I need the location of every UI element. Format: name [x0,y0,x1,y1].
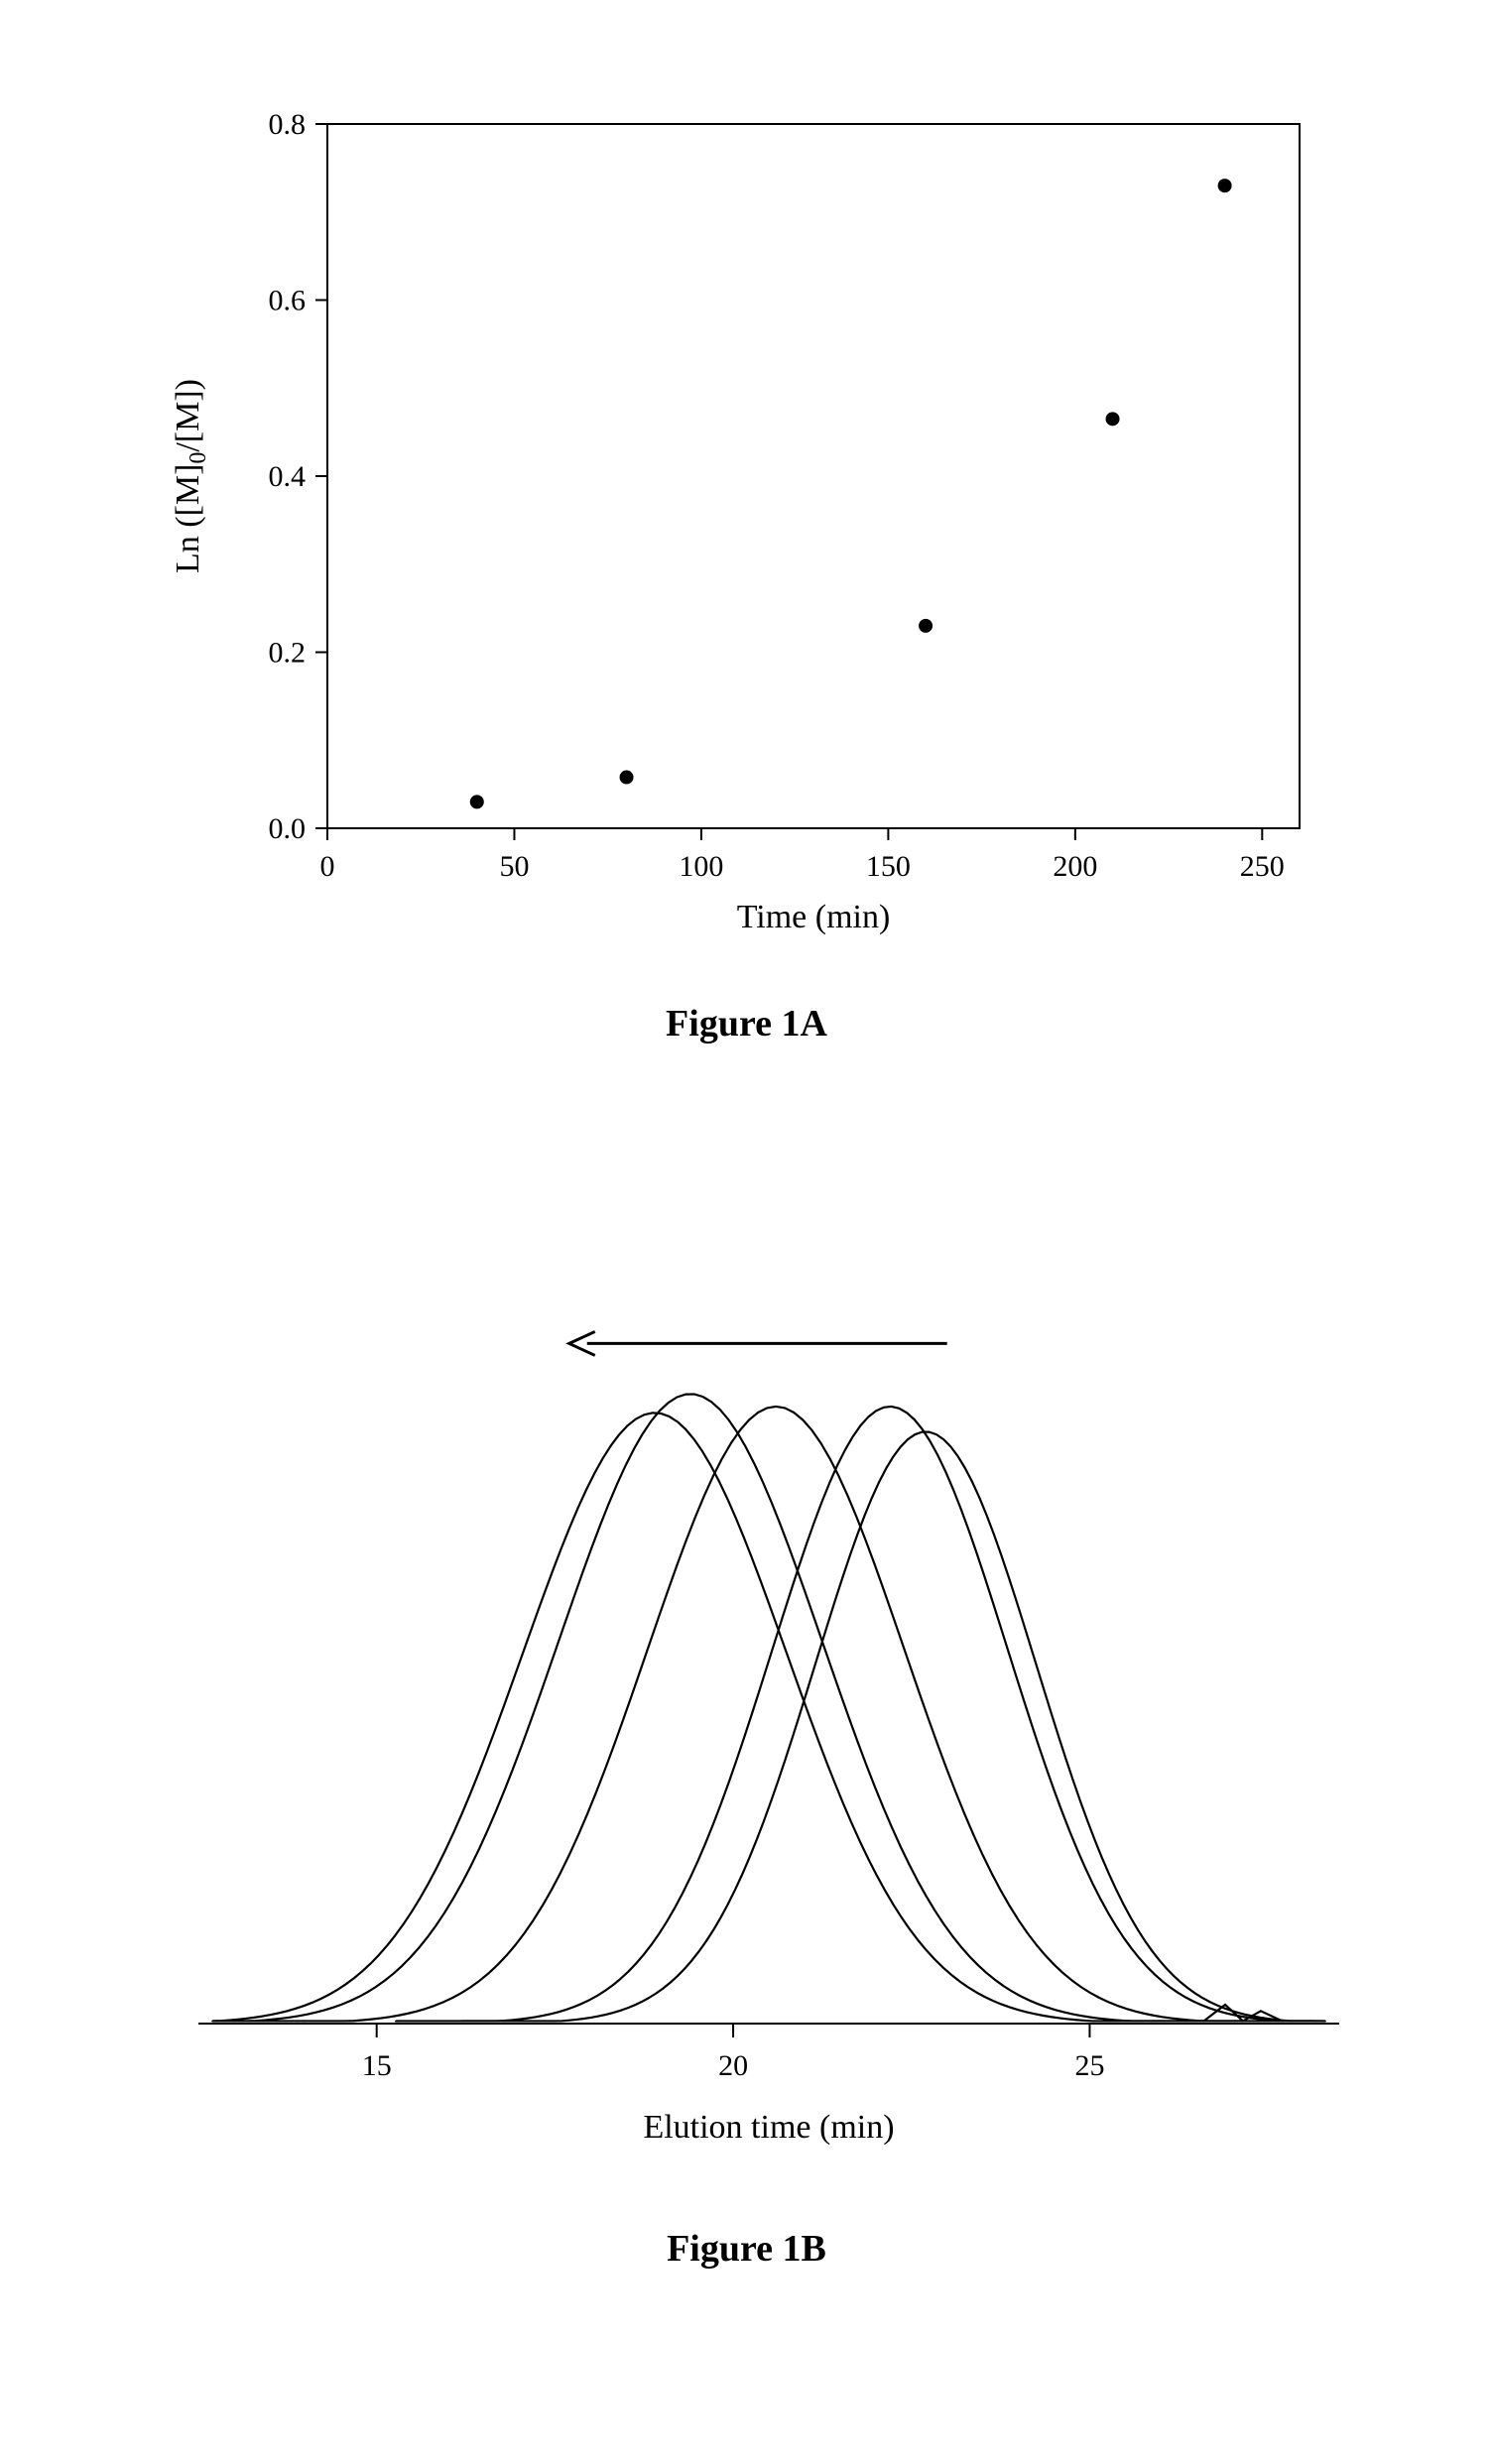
scatter-chart-figure-a: 0 50 100 150 200 250 0.0 0.2 0.4 0.6 0.8 Time (min)… [0,55,1493,967]
caption-figure-b: Figure 1B [0,2197,1493,2271]
x-axis-label: Elution time (min) [643,2109,894,2146]
gpc-curve [212,1413,1208,2021]
svg-text:150: 150 [866,850,911,883]
svg-text:0.0: 0.0 [269,812,307,845]
svg-text:0.4: 0.4 [269,460,307,493]
svg-text:15: 15 [362,2049,392,2082]
data-point [1106,412,1120,426]
svg-text:50: 50 [499,850,529,883]
svg-text:100: 100 [679,850,723,883]
data-point [919,619,933,633]
svg-text:0.6: 0.6 [269,285,307,317]
svg-text:200: 200 [1053,850,1097,883]
svg-text:0.2: 0.2 [269,637,307,670]
data-point [620,771,634,785]
data-point [1218,179,1232,192]
svg-text:250: 250 [1240,850,1285,883]
svg-text:0.8: 0.8 [269,108,307,141]
x-axis-label: Time (min) [737,899,891,935]
gpc-curve [396,1407,1325,2022]
gpc-curve [212,1394,1244,2021]
svg-text:0: 0 [320,850,335,883]
data-point [470,795,484,808]
svg-text:20: 20 [718,2049,748,2082]
caption-figure-a: Figure 1A [0,972,1493,1046]
y-axis-label: Ln ([M]0/[M]) [170,379,211,573]
svg-text:25: 25 [1074,2049,1104,2082]
line-chart-figure-b: 15 20 25 Elution time (min) [0,1210,1493,2192]
gpc-curve [461,1432,1324,2022]
